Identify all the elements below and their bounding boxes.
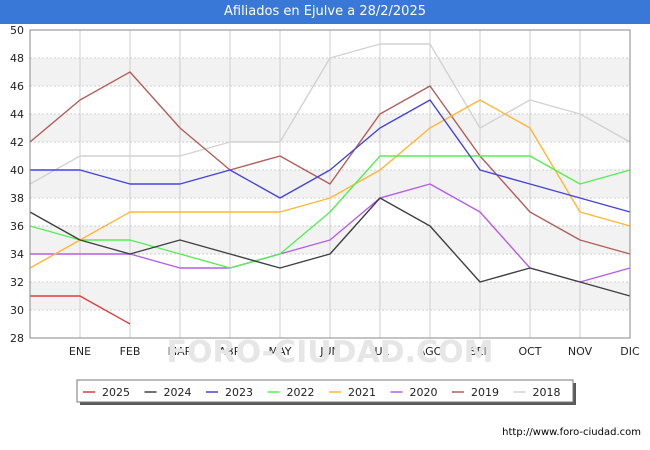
legend-label-2022: 2022 — [287, 386, 315, 399]
x-tick-label: JUL — [370, 345, 389, 358]
series-line-2023 — [30, 99, 631, 213]
legend-box — [76, 379, 574, 403]
legend-label-2025: 2025 — [102, 386, 130, 399]
series-line-2025 — [30, 295, 131, 325]
y-tick-label: 38 — [10, 192, 24, 205]
y-tick-label: 40 — [10, 164, 24, 177]
y-tick-label: 30 — [10, 304, 24, 317]
series-line-2018 — [29, 43, 631, 185]
title-bar — [0, 0, 650, 24]
legend-label-2018: 2018 — [533, 386, 561, 399]
x-tick-label: MAR — [168, 345, 193, 358]
plot-border — [29, 29, 631, 339]
legend-label-2023: 2023 — [225, 386, 253, 399]
y-tick-label: 46 — [10, 80, 24, 93]
y-tick-label: 36 — [10, 220, 24, 233]
chart-title: Afiliados en Ejulve a 28/2/2025 — [223, 4, 426, 19]
series-line-2024 — [29, 197, 631, 297]
x-tick-label: AGO — [418, 345, 443, 358]
source-url[interactable]: http://www.foro-ciudad.com — [502, 427, 641, 438]
x-tick-label: DIC — [620, 345, 640, 358]
x-tick-label: SEP — [470, 345, 491, 358]
y-tick-label: 50 — [10, 24, 24, 37]
y-tick-label: 44 — [10, 108, 24, 121]
x-tick-label: JUN — [319, 345, 340, 358]
y-tick-label: 32 — [10, 276, 24, 289]
legend-label-2024: 2024 — [164, 386, 192, 399]
watermark: FORO-CIUDAD.COM — [167, 335, 494, 370]
y-tick-label: 34 — [10, 248, 24, 261]
y-tick-label: 48 — [10, 52, 24, 65]
legend: 2025 2024 2023 2022 2021 2020 2019 2018 — [76, 379, 576, 405]
series-line-2019 — [29, 71, 631, 255]
series-line-2021 — [29, 99, 631, 269]
series-line-2022 — [29, 155, 631, 269]
legend-label-2019: 2019 — [471, 386, 499, 399]
y-tick-label: 42 — [10, 136, 24, 149]
legend-label-2020: 2020 — [410, 386, 438, 399]
y-tick-label: 28 — [10, 332, 24, 345]
x-tick-label: MAY — [269, 345, 292, 358]
x-tick-label: FEB — [120, 345, 141, 358]
x-tick-label: NOV — [568, 345, 593, 358]
x-tick-label: ABR — [219, 345, 242, 358]
x-tick-label: OCT — [518, 345, 541, 358]
x-tick-label: ENE — [69, 345, 91, 358]
legend-label-2021: 2021 — [348, 386, 376, 399]
